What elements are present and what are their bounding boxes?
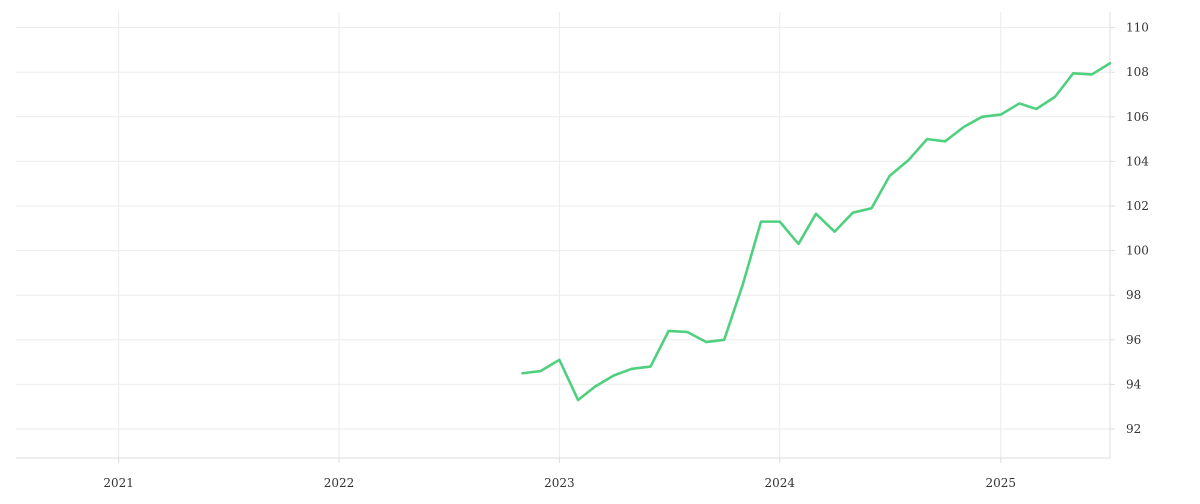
x-tick-label: 2023 [544, 476, 575, 490]
y-tick-label: 96 [1126, 333, 1141, 347]
y-tick-label: 110 [1126, 21, 1149, 35]
x-tick-label: 2022 [324, 476, 355, 490]
y-tick-label: 108 [1126, 65, 1149, 79]
x-tick-label: 2024 [764, 476, 795, 490]
y-tick-label: 98 [1126, 288, 1141, 302]
axes [16, 12, 1115, 463]
y-axis-ticks: 92 94 96 98 100 102 104 106 108 110 [1126, 21, 1149, 436]
x-tick-label: 2025 [985, 476, 1016, 490]
y-tick-label: 92 [1126, 422, 1141, 436]
y-tick-label: 100 [1126, 244, 1149, 258]
y-tick-label: 106 [1126, 110, 1149, 124]
grid [16, 12, 1110, 458]
series-line-0 [521, 61, 1112, 402]
y-tick-label: 102 [1126, 199, 1149, 213]
x-tick-label: 2021 [103, 476, 134, 490]
x-axis-ticks: 2021 2022 2023 2024 2025 [103, 476, 1016, 490]
series [521, 61, 1112, 402]
y-tick-label: 94 [1126, 377, 1142, 391]
y-tick-label: 104 [1126, 154, 1149, 168]
